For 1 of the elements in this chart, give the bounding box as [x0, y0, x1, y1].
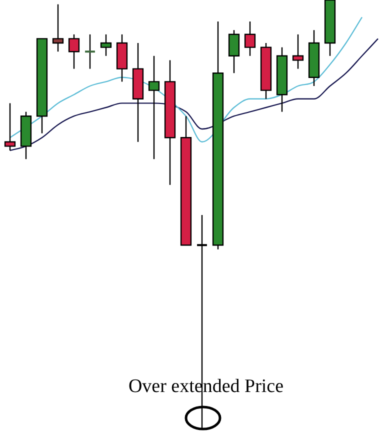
candlestick [84, 34, 96, 70]
